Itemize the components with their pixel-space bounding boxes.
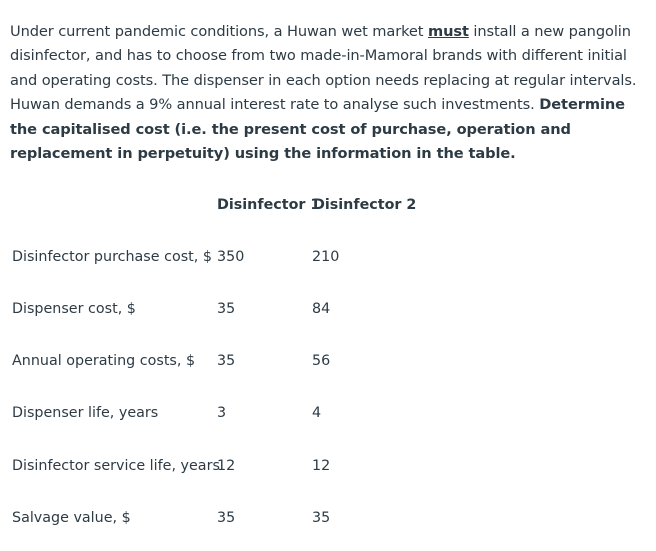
header-disinfector-2: Disinfector 2 <box>313 197 417 213</box>
cell-purchase-cost-d2: 210 <box>312 249 340 265</box>
cell-dispenser-life-d2: 4 <box>312 405 322 421</box>
row-label-salvage-value: Salvage value, $ <box>12 510 131 526</box>
header-disinfector-1: Disinfector 1 <box>217 197 321 213</box>
cell-operating-costs-d2: 56 <box>312 353 331 369</box>
cell-salvage-value-d1: 35 <box>217 510 236 526</box>
row-label-dispenser-cost: Dispenser cost, $ <box>12 301 136 317</box>
cell-dispenser-cost-d2: 84 <box>312 301 331 317</box>
cell-dispenser-cost-d1: 35 <box>217 301 236 317</box>
row-label-operating-costs: Annual operating costs, $ <box>12 353 196 369</box>
cell-operating-costs-d1: 35 <box>217 353 236 369</box>
cell-service-life-d1: 12 <box>217 458 236 474</box>
cell-dispenser-life-d1: 3 <box>217 405 227 421</box>
problem-statement: Under current pandemic conditions, a Huw… <box>10 20 650 166</box>
cell-salvage-value-d2: 35 <box>312 510 331 526</box>
problem-instruction: Determine the capitalised cost (i.e. the… <box>10 96 625 163</box>
cell-purchase-cost-d1: 350 <box>217 249 245 265</box>
cell-service-life-d2: 12 <box>312 458 331 474</box>
problem-text-2: install a new pangolin disinfector, and … <box>10 23 637 114</box>
problem-text-1: Under current pandemic conditions, a Huw… <box>10 23 428 40</box>
row-label-dispenser-life: Dispenser life, years <box>12 405 159 421</box>
row-label-service-life: Disinfector service life, years <box>12 458 220 474</box>
problem-emphasis: must <box>427 23 469 40</box>
row-label-purchase-cost: Disinfector purchase cost, $ <box>12 249 212 265</box>
